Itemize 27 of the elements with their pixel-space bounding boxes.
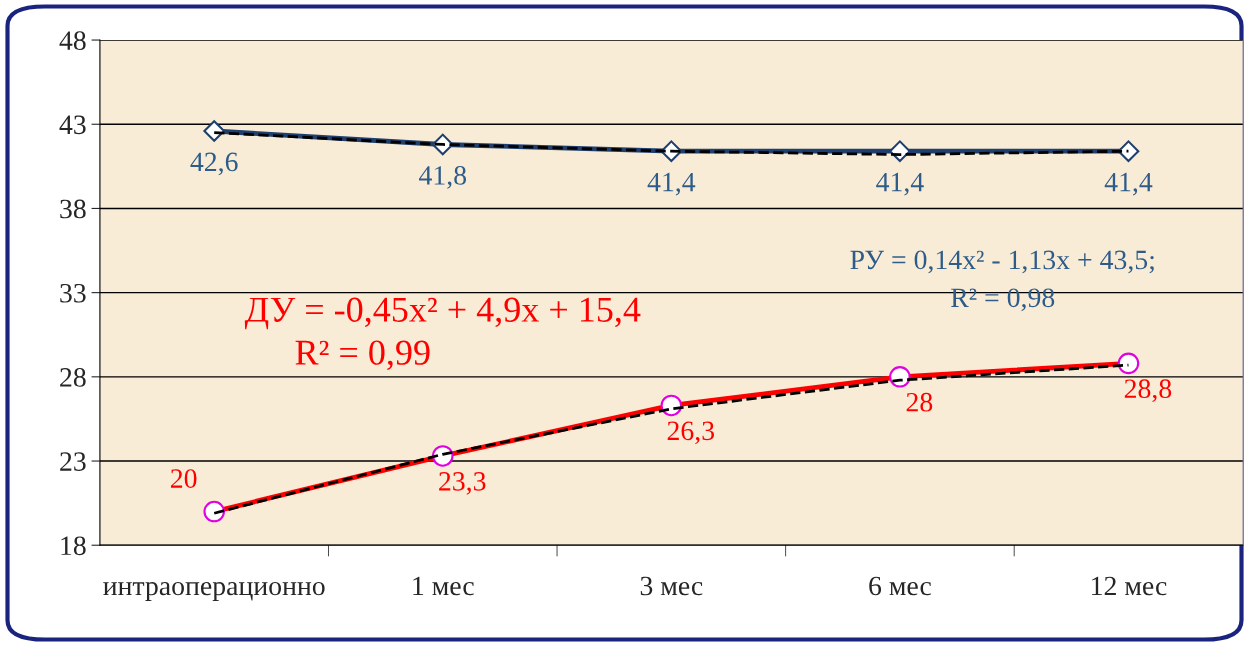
x-tick-label: 6 мес	[869, 576, 931, 596]
data-label: 41,4	[1104, 172, 1153, 196]
annotation: R² = 0,99	[295, 340, 430, 371]
data-label: 41,4	[876, 172, 924, 196]
data-label: 28,8	[1124, 379, 1172, 403]
data-label: 41,8	[419, 166, 467, 189]
y-tick-label: 48	[59, 31, 86, 50]
point	[1117, 140, 1140, 163]
annotation: ДУ = -0,45x² + 4,9x + 15,4	[244, 297, 641, 330]
data-label: 26,3	[667, 421, 714, 445]
x-tick-label: 12 мес	[1092, 576, 1167, 596]
x-tick-label: 3 мес	[640, 576, 703, 596]
data-label: 23,3	[439, 472, 486, 495]
data-label: 42,6	[190, 152, 238, 176]
data-label: 28	[906, 392, 933, 412]
annotation: R² = 0,98	[951, 288, 1055, 312]
y-tick-label: 28	[60, 368, 86, 387]
y-tick-label: 18	[61, 536, 86, 556]
y-tick-label: 38	[60, 199, 86, 219]
x-tick-label: 1 мес	[413, 576, 474, 596]
y-tick-label: 43	[59, 115, 86, 135]
annotation: РУ = 0,14x² - 1,13x + 43,5;	[850, 250, 1154, 274]
y-tick-label: 23	[60, 452, 86, 471]
data-label: 41,4	[647, 172, 696, 196]
data-label: 20	[170, 469, 197, 488]
x-tick-label: интраоперационно	[103, 581, 325, 601]
y-tick-label: 33	[60, 283, 86, 303]
